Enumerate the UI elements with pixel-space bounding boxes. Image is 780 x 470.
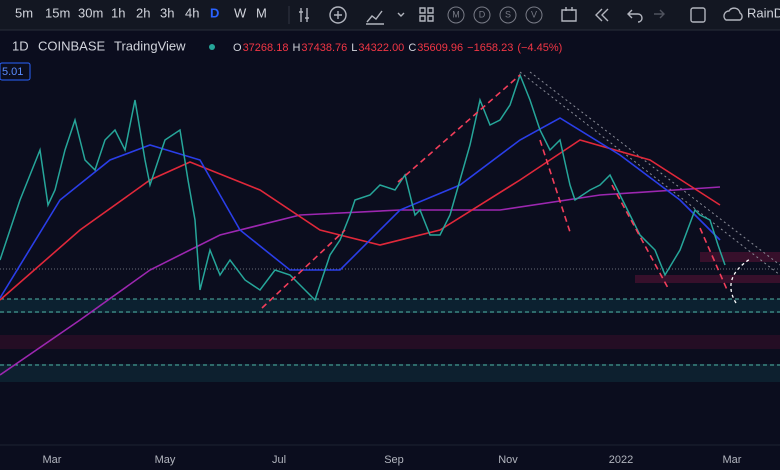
zone — [0, 335, 780, 349]
time-label: 2022 — [609, 454, 633, 466]
ma-200 — [0, 186, 721, 376]
circle-button[interactable] — [525, 6, 543, 24]
toolbar-icons — [288, 6, 743, 25]
ohlc-value: 37268.18 — [243, 42, 289, 54]
interval-button[interactable]: 4h — [185, 5, 199, 20]
support-zone — [0, 299, 780, 313]
legend-publisher: TradingView — [114, 38, 186, 53]
interval-button[interactable]: 1h — [111, 5, 125, 20]
resistance-zone — [700, 252, 780, 262]
ohlc-value: 34322.00 — [358, 42, 404, 54]
circle-button-label[interactable]: S — [505, 9, 511, 19]
badge-text: 5.01 — [2, 66, 23, 78]
ma-100 — [0, 139, 721, 301]
time-axis: Mar May Jul Sep Nov 2022 Mar — [43, 454, 742, 466]
interval-button[interactable]: 30m — [78, 5, 103, 20]
ohlc-value: 35609.96 — [417, 42, 463, 54]
ohlc-value: 37438.76 — [301, 42, 347, 54]
arrow — [699, 227, 729, 293]
legend-exchange: COINBASE — [38, 38, 106, 53]
levels — [0, 71, 780, 366]
circle-button-label[interactable]: M — [452, 9, 460, 19]
bar-type-icon[interactable] — [299, 8, 309, 22]
legend: 1D COINBASE TradingView O 37268.18 H 37438.76 L… — [12, 38, 562, 53]
time-label: May — [155, 454, 176, 466]
price-badge — [0, 62, 31, 81]
account-name[interactable]: RainD — [747, 5, 780, 20]
moving-averages — [0, 117, 721, 376]
arrow — [397, 74, 521, 183]
ma-50 — [0, 117, 721, 299]
toolbar-items: 5m 15m 30m 1h 2h 3h 4h D W M M D S V RainD — [15, 5, 780, 24]
time-label: Mar — [723, 454, 742, 466]
chevron[interactable] — [397, 12, 405, 17]
cloud-icon[interactable] — [723, 7, 743, 21]
time-label: Jul — [272, 454, 286, 466]
undo-icon[interactable] — [627, 9, 643, 23]
status-dot — [209, 44, 215, 50]
ohlc-label: O — [233, 42, 242, 54]
alert-icon[interactable] — [561, 7, 577, 22]
layout-icon[interactable] — [419, 7, 434, 22]
interval-button[interactable]: 2h — [136, 5, 150, 20]
indicators-icon[interactable] — [366, 10, 384, 25]
plus — [334, 11, 342, 19]
circle-button[interactable] — [499, 6, 517, 24]
ohlc-label: H — [292, 42, 300, 54]
time-label: Nov — [498, 454, 518, 466]
zone — [0, 364, 780, 382]
time-label: Sep — [384, 454, 404, 466]
ohlc-label: C — [408, 42, 416, 54]
change: −1658.23 — [467, 42, 513, 54]
circle-button-label[interactable]: V — [531, 9, 537, 19]
interval-button[interactable]: 15m — [45, 5, 70, 20]
time-label: Mar — [43, 454, 62, 466]
arrow — [539, 139, 571, 233]
circle-button[interactable] — [473, 6, 491, 24]
projection-arrow — [730, 258, 751, 304]
interval-button[interactable]: M — [256, 5, 267, 20]
compare-icon[interactable] — [329, 6, 347, 24]
trend-line — [529, 71, 780, 266]
arrow — [611, 184, 669, 289]
interval-button[interactable]: W — [234, 5, 247, 20]
annotations — [261, 74, 729, 309]
fullscreen-icon[interactable] — [690, 7, 706, 23]
price-path — [0, 72, 726, 302]
resistance-zone — [635, 275, 780, 283]
arrow — [261, 229, 346, 309]
interval-button[interactable]: 5m — [15, 5, 33, 20]
ohlc-label: L — [351, 42, 357, 54]
replay-icon[interactable] — [595, 8, 609, 22]
interval-button[interactable]: D — [210, 5, 219, 20]
interval-button[interactable]: 3h — [160, 5, 174, 20]
redo-icon[interactable] — [654, 9, 665, 19]
legend-interval: 1D — [12, 38, 29, 53]
change-pct: (−4.45%) — [517, 42, 562, 54]
circle-button[interactable] — [447, 6, 465, 24]
circle-button-label[interactable]: D — [479, 9, 486, 19]
toolbar — [0, 0, 780, 30]
